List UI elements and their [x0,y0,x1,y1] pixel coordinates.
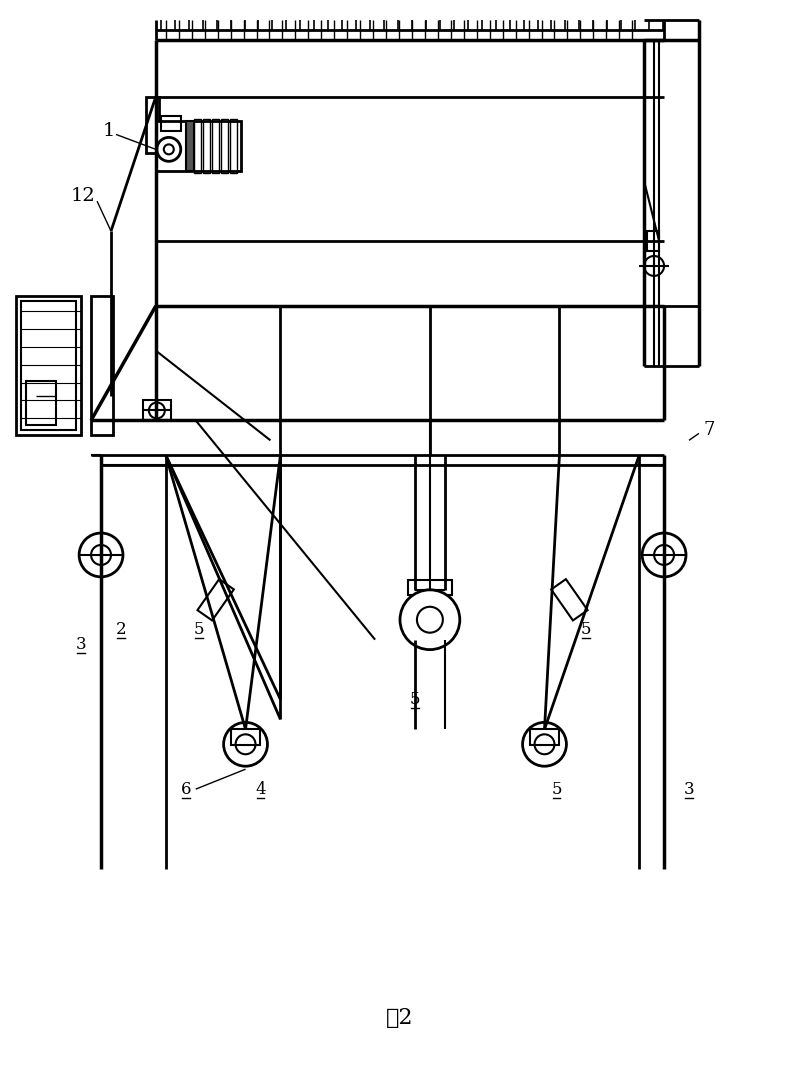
Text: 6: 6 [181,780,191,797]
Text: 5: 5 [410,691,420,708]
Text: 12: 12 [70,187,95,205]
Circle shape [522,722,566,766]
Bar [146,96,159,153]
Bar [647,231,659,251]
Bar [186,122,194,172]
Bar [202,120,210,174]
Bar [221,120,228,174]
Bar [91,296,113,435]
Bar [22,301,76,431]
Text: 5: 5 [551,780,562,797]
Circle shape [224,722,267,766]
Circle shape [644,256,664,276]
Text: 2: 2 [116,622,126,638]
Text: 3: 3 [76,637,86,653]
Circle shape [164,145,174,154]
Text: 4: 4 [255,780,266,797]
Text: 1: 1 [103,122,115,140]
Text: 图2: 图2 [386,1008,414,1029]
Bar [408,579,452,595]
Circle shape [157,137,181,162]
Bar [194,120,201,174]
Bar [530,729,559,746]
Text: 3: 3 [684,780,694,797]
Bar [230,120,237,174]
Circle shape [91,545,111,565]
Circle shape [149,402,165,419]
Text: 7: 7 [703,422,714,439]
Bar [212,120,218,174]
Bar [143,400,170,421]
Text: 5: 5 [581,622,592,638]
Circle shape [79,533,123,577]
Bar [156,122,241,172]
Circle shape [235,735,255,754]
Circle shape [534,735,554,754]
Circle shape [417,606,443,632]
Circle shape [654,545,674,565]
Bar [16,296,81,435]
Bar [26,381,56,425]
Text: 5: 5 [194,622,204,638]
Circle shape [400,590,460,650]
Circle shape [642,533,686,577]
Bar [161,117,181,132]
Bar [230,729,261,746]
